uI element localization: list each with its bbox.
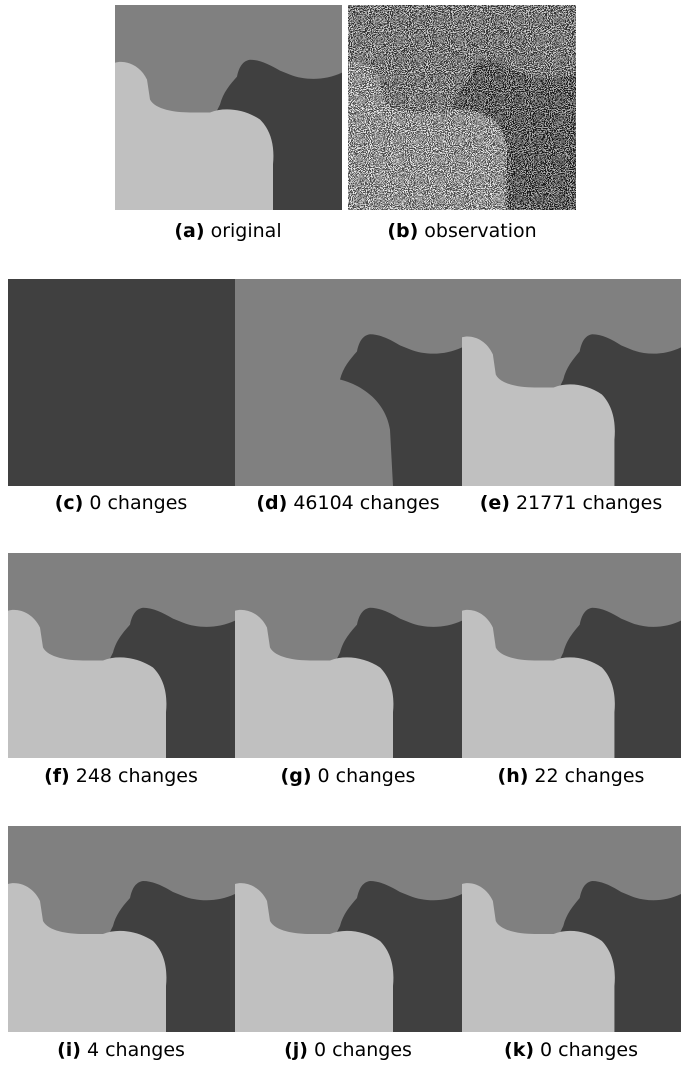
- panel-image: [8, 279, 235, 486]
- caption-label: (j): [284, 1039, 308, 1061]
- caption-text: 46104 changes: [293, 492, 439, 514]
- caption-text: observation: [424, 220, 536, 242]
- caption-text: 0 changes: [314, 1039, 412, 1061]
- caption: (b) observation: [387, 220, 536, 242]
- caption-text: original: [211, 220, 282, 242]
- caption-label: (f): [44, 765, 70, 787]
- caption-text: 0 changes: [318, 765, 416, 787]
- caption-text: 0 changes: [89, 492, 187, 514]
- page: {"panels": [ {"label": "(a)", "caption":…: [0, 0, 681, 1070]
- panel-image: [235, 553, 462, 758]
- figure: (a)original(b)observation(c)0 changes(d)…: [0, 0, 681, 1070]
- caption-text: 22 changes: [534, 765, 644, 787]
- caption-text: 248 changes: [76, 765, 198, 787]
- caption-label: (c): [55, 492, 84, 514]
- caption-label: (k): [504, 1039, 534, 1061]
- caption-text: 4 changes: [87, 1039, 185, 1061]
- caption: (k) 0 changes: [504, 1039, 638, 1061]
- caption: (e) 21771 changes: [480, 492, 663, 514]
- caption-label: (b): [387, 220, 418, 242]
- panel-image: [235, 279, 462, 486]
- caption: (d) 46104 changes: [256, 492, 439, 514]
- caption-label: (h): [498, 765, 529, 787]
- caption-label: (d): [256, 492, 287, 514]
- panel-image: [348, 5, 576, 210]
- caption: (c)0 changes: [55, 492, 188, 514]
- caption: (g) 0 changes: [281, 765, 416, 787]
- panel-image: [462, 279, 681, 486]
- caption-text: 21771 changes: [516, 492, 662, 514]
- panel-image: [462, 553, 681, 758]
- caption: (j) 0 changes: [284, 1039, 412, 1061]
- panel-image: [235, 826, 462, 1032]
- panel-image: [8, 826, 235, 1032]
- caption-label: (e): [480, 492, 510, 514]
- panel-image: [462, 826, 681, 1032]
- caption: (a) original: [174, 220, 281, 242]
- caption-label: (a): [174, 220, 204, 242]
- body: (a)original(b)observation(c)0 changes(d)…: [0, 0, 681, 1070]
- panel-image: [8, 553, 235, 758]
- caption-label: (g): [281, 765, 312, 787]
- caption: (h)22 changes: [498, 765, 645, 787]
- caption-label: (i): [57, 1039, 81, 1061]
- caption: (f) 248 changes: [44, 765, 198, 787]
- caption: (i) 4 changes: [57, 1039, 185, 1061]
- panel-image: [115, 5, 342, 210]
- caption-text: 0 changes: [540, 1039, 638, 1061]
